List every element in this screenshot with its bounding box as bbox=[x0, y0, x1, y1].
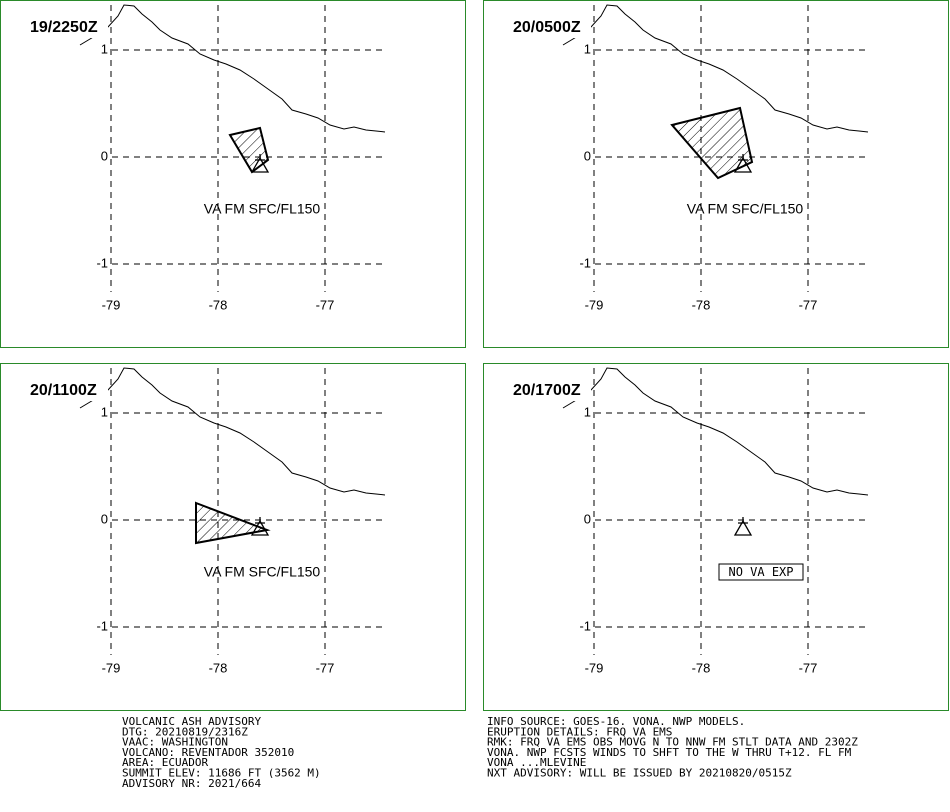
lon-tick-label: -79 bbox=[585, 297, 604, 312]
lon-tick-label: -77 bbox=[799, 660, 818, 675]
lat-tick-label: -1 bbox=[96, 618, 108, 633]
valid-time: 20/1100Z bbox=[30, 382, 97, 399]
advisory-line: VOLCANIC ASH ADVISORY bbox=[122, 715, 261, 728]
lat-tick-label: 0 bbox=[584, 148, 591, 163]
lat-tick-label: 1 bbox=[101, 41, 108, 56]
coastline bbox=[562, 367, 869, 496]
lon-tick-label: -77 bbox=[316, 660, 335, 675]
lat-tick-label: -1 bbox=[96, 255, 108, 270]
ash-annotation: VA FM SFC/FL150 bbox=[687, 201, 804, 217]
ash-annotation: NO VA EXP bbox=[728, 565, 793, 579]
time-bg bbox=[28, 381, 108, 401]
coastline bbox=[79, 4, 386, 133]
ash-annotation: VA FM SFC/FL150 bbox=[204, 201, 321, 217]
annotation-box bbox=[718, 563, 804, 581]
advisory-line: RMK: FRQ VA EMS OBS MOVG N TO NNW FM STL… bbox=[487, 736, 858, 749]
volcano-symbol bbox=[733, 517, 753, 536]
map-panel: -79 -78 -77 1 0 -1 19/2250Z VA FM SFC/FL150 bbox=[0, 0, 466, 348]
panel-border bbox=[483, 0, 949, 348]
advisory-line: ADVISORY NR: 2021/664 bbox=[122, 777, 261, 790]
lon-tick-label: -79 bbox=[585, 660, 604, 675]
lon-tick-label: -79 bbox=[102, 660, 121, 675]
panel-border bbox=[0, 363, 466, 711]
advisory-line: INFO SOURCE: GOES-16. VONA. NWP MODELS. bbox=[487, 715, 745, 728]
map-panel: -79 -78 -77 1 0 -1 20/1700Z NO VA EXP bbox=[483, 363, 949, 711]
panel-border bbox=[0, 0, 466, 348]
advisory-line: VOLCANO: REVENTADOR 352010 bbox=[122, 746, 294, 759]
lat-tick-label: -1 bbox=[579, 618, 591, 633]
ash-area bbox=[228, 126, 270, 174]
advisory-line: VONA. NWP FCSTS WINDS TO SHFT TO THE W T… bbox=[487, 746, 852, 759]
advisory-line: VAAC: WASHINGTON bbox=[122, 736, 228, 749]
map-panel: -79 -78 -77 1 0 -1 20/0500Z VA FM SFC/FL150 bbox=[483, 0, 949, 348]
advisory-line: VONA ...MLEVINE bbox=[487, 756, 586, 769]
coastline bbox=[79, 367, 386, 496]
lon-tick-label: -78 bbox=[209, 297, 228, 312]
time-bg bbox=[28, 18, 108, 38]
volcano-symbol bbox=[250, 517, 270, 536]
lon-tick-label: -77 bbox=[316, 297, 335, 312]
advisory-line: SUMMIT ELEV: 11686 FT (3562 M) bbox=[122, 767, 321, 780]
map-panel: -79 -78 -77 1 0 -1 20/1100Z VA FM SFC/FL150 bbox=[0, 363, 466, 711]
ash-area bbox=[195, 501, 271, 545]
lon-tick-label: -78 bbox=[692, 660, 711, 675]
lon-tick-label: -78 bbox=[692, 297, 711, 312]
lat-tick-label: 0 bbox=[101, 148, 108, 163]
lat-tick-label: 1 bbox=[584, 41, 591, 56]
valid-time: 19/2250Z bbox=[30, 19, 98, 36]
ash-annotation: VA FM SFC/FL150 bbox=[204, 564, 321, 580]
ash-area bbox=[670, 106, 754, 180]
lat-tick-label: 0 bbox=[101, 511, 108, 526]
lat-tick-label: -1 bbox=[579, 255, 591, 270]
valid-time: 20/1700Z bbox=[513, 382, 581, 399]
time-bg bbox=[511, 381, 591, 401]
coastline bbox=[562, 4, 869, 133]
valid-time: 20/0500Z bbox=[513, 19, 581, 36]
time-bg bbox=[511, 18, 591, 38]
lon-tick-label: -77 bbox=[799, 297, 818, 312]
lat-tick-label: 1 bbox=[101, 404, 108, 419]
advisory-line: AREA: ECUADOR bbox=[122, 756, 208, 769]
volcano-symbol bbox=[733, 154, 753, 173]
volcano-symbol bbox=[250, 154, 270, 173]
lat-tick-label: 1 bbox=[584, 404, 591, 419]
lat-tick-label: 0 bbox=[584, 511, 591, 526]
lon-tick-label: -78 bbox=[209, 660, 228, 675]
panel-border bbox=[483, 363, 949, 711]
advisory-line: ERUPTION DETAILS: FRQ VA EMS bbox=[487, 725, 672, 738]
advisory-line: NXT ADVISORY: WILL BE ISSUED BY 20210820… bbox=[487, 767, 792, 780]
advisory-line: DTG: 20210819/2316Z bbox=[122, 725, 248, 738]
lon-tick-label: -79 bbox=[102, 297, 121, 312]
